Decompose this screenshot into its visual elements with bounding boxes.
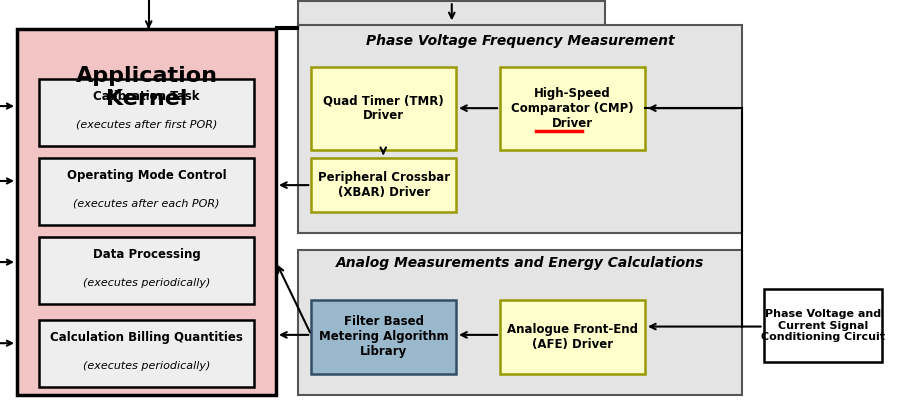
Text: Operating Mode Control: Operating Mode Control xyxy=(67,169,227,182)
Text: Analogue Front-End
(AFE) Driver: Analogue Front-End (AFE) Driver xyxy=(507,323,638,351)
FancyBboxPatch shape xyxy=(500,300,645,374)
Text: (executes after first POR): (executes after first POR) xyxy=(76,120,218,130)
FancyBboxPatch shape xyxy=(298,250,742,395)
FancyBboxPatch shape xyxy=(39,237,254,304)
FancyBboxPatch shape xyxy=(311,158,456,212)
Text: Phase Voltage and
Current Signal
Conditioning Circuit: Phase Voltage and Current Signal Conditi… xyxy=(761,309,885,342)
FancyBboxPatch shape xyxy=(39,79,254,146)
FancyBboxPatch shape xyxy=(298,1,606,31)
Text: Filter Based
Metering Algorithm
Library: Filter Based Metering Algorithm Library xyxy=(319,315,449,359)
FancyBboxPatch shape xyxy=(763,289,882,362)
FancyBboxPatch shape xyxy=(39,320,254,387)
Text: Peripheral Crossbar
(XBAR) Driver: Peripheral Crossbar (XBAR) Driver xyxy=(317,171,450,199)
Text: Calibration Task: Calibration Task xyxy=(93,90,200,103)
Text: (executes periodically): (executes periodically) xyxy=(83,278,210,288)
FancyBboxPatch shape xyxy=(311,300,456,374)
Text: High-Speed
Comparator (CMP)
Driver: High-Speed Comparator (CMP) Driver xyxy=(512,87,634,130)
Text: Analog Measurements and Energy Calculations: Analog Measurements and Energy Calculati… xyxy=(335,256,704,270)
FancyBboxPatch shape xyxy=(39,158,254,225)
Text: Calculation Billing Quantities: Calculation Billing Quantities xyxy=(50,331,243,344)
Text: (executes after each POR): (executes after each POR) xyxy=(73,199,219,209)
Text: Application
Kernel: Application Kernel xyxy=(76,66,218,109)
FancyBboxPatch shape xyxy=(500,67,645,150)
Text: Phase Voltage Frequency Measurement: Phase Voltage Frequency Measurement xyxy=(366,34,674,48)
FancyBboxPatch shape xyxy=(17,29,276,395)
Text: Quad Timer (TMR)
Driver: Quad Timer (TMR) Driver xyxy=(324,94,444,122)
FancyBboxPatch shape xyxy=(298,25,742,233)
Text: Data Processing: Data Processing xyxy=(93,248,200,261)
FancyBboxPatch shape xyxy=(311,67,456,150)
Text: (executes periodically): (executes periodically) xyxy=(83,361,210,371)
